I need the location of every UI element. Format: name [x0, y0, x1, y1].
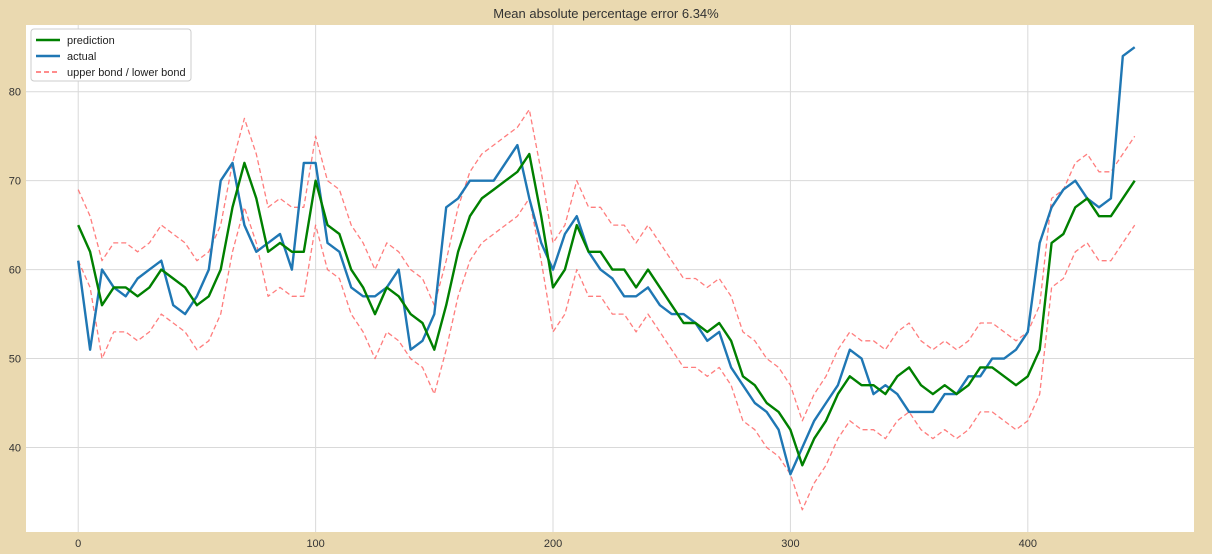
series-lines: [77, 46, 1136, 511]
y-tick-label: 50: [9, 354, 21, 366]
series-lower-bond-line: [77, 197, 1136, 511]
y-tick-label: 40: [9, 443, 21, 455]
legend-box: [30, 28, 192, 82]
legend-label-actual: actual: [67, 51, 96, 63]
plot-area: [26, 25, 1194, 532]
legend-label-bounds: upper bond / lower bond: [67, 67, 186, 79]
y-tick-label: 80: [9, 87, 21, 99]
x-tick-label: 100: [306, 538, 324, 550]
y-tick-label: 70: [9, 176, 21, 188]
x-tick-label: 300: [781, 538, 799, 550]
grid-lines: [26, 25, 1194, 532]
chart-title: Mean absolute percentage error 6.34%: [493, 6, 719, 21]
legend-label-prediction: prediction: [67, 35, 115, 47]
x-tick-label: 0: [75, 538, 81, 550]
series-upper-bond-line: [77, 108, 1136, 422]
y-tick-label: 60: [9, 265, 21, 277]
x-tick-label: 200: [544, 538, 562, 550]
series-prediction-line: [77, 152, 1136, 467]
x-tick-label: 400: [1019, 538, 1037, 550]
legend: prediction actual upper bond / lower bon…: [30, 28, 192, 82]
tick-labels: 0 100 200 300 400 40 50 60 70 80: [9, 87, 1037, 550]
